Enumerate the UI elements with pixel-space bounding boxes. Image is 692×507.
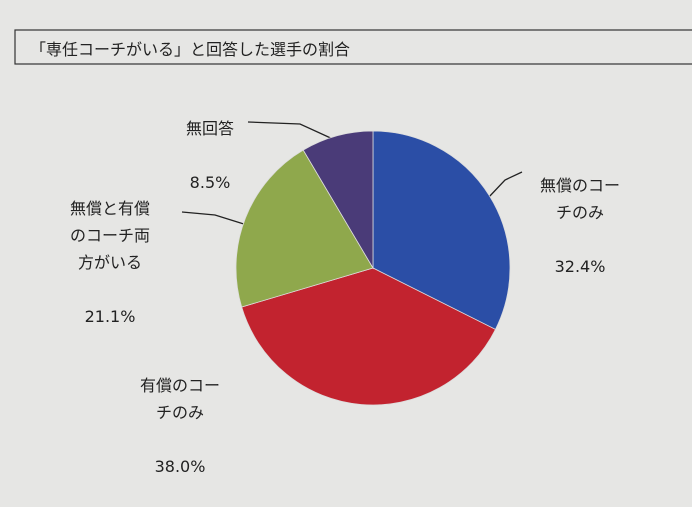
category-label: 無償と有償 のコーチ両 方がいる <box>69 199 150 272</box>
slice-label: 有償のコー チのみ 38.0% <box>120 345 240 507</box>
category-label: 無償のコー チのみ <box>539 176 620 222</box>
category-label: 無回答 <box>185 119 234 138</box>
leader-line <box>247 121 336 141</box>
category-label: 有償のコー チのみ <box>139 376 220 422</box>
leader-line <box>487 171 523 199</box>
pie-slice <box>235 149 374 308</box>
chart <box>14 29 692 406</box>
leaders <box>181 121 523 226</box>
slice-label: 無回答 8.5% <box>160 88 260 223</box>
pie-slice <box>302 130 374 270</box>
chart-title: 「専任コーチがいる」と回答した選手の割合 <box>30 40 351 59</box>
pie-slice <box>372 130 511 330</box>
value-label: 8.5% <box>189 173 231 192</box>
slice-label: 無償のコー チのみ 32.4% <box>520 145 640 307</box>
pie-slice <box>241 267 496 406</box>
leader-line <box>181 211 248 226</box>
title-box <box>14 29 692 65</box>
value-label: 32.4% <box>554 257 606 276</box>
value-label: 21.1% <box>84 307 136 326</box>
slice-label: 無償と有償 のコーチ両 方がいる 21.1% <box>50 168 170 357</box>
page: 「専任コーチがいる」と回答した選手の割合 無償のコー チのみ 32.4% 有償の… <box>14 29 692 476</box>
value-label: 38.0% <box>154 457 206 476</box>
